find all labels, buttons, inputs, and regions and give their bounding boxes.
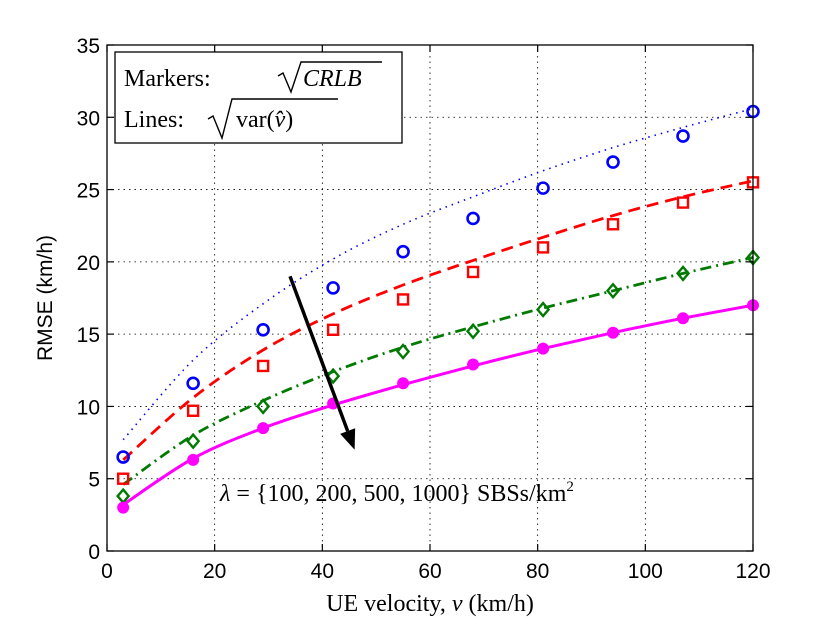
crlb-marker-s4 <box>257 422 270 435</box>
series-curves <box>122 107 753 506</box>
crlb-marker-s3 <box>465 322 481 340</box>
crlb-marker-s1 <box>466 211 480 226</box>
y-tick-label: 25 <box>77 180 100 203</box>
grid-lines <box>107 45 753 551</box>
y-tick-label: 30 <box>77 107 100 130</box>
crlb-marker-s1 <box>116 450 130 464</box>
crlb-marker-s3 <box>256 398 271 415</box>
series-line-2 <box>122 179 753 461</box>
annotation-exponent: 2 <box>566 479 574 495</box>
crlb-marker-s4 <box>187 453 200 466</box>
crlb-marker-s3 <box>535 301 551 318</box>
arrow-shaft <box>288 275 350 432</box>
crlb-marker-s1 <box>186 376 200 391</box>
y-axis-label: RMSE (km/h) <box>34 235 57 361</box>
crlb-marker-s4 <box>117 501 130 514</box>
y-tick-label: 5 <box>88 469 100 492</box>
svg-text:var(v̂): var(v̂) <box>236 107 293 133</box>
crlb-marker-s2 <box>116 472 130 485</box>
crlb-marker-s4 <box>537 342 550 355</box>
y-tick-label: 35 <box>77 35 100 58</box>
arrow-head <box>340 428 356 450</box>
crlb-marker-s1 <box>606 155 620 169</box>
crlb-marker-s1 <box>676 129 690 143</box>
x-tick-label: 100 <box>628 560 663 583</box>
crlb-marker-s2 <box>466 265 480 279</box>
x-tick-label: 60 <box>418 560 441 583</box>
legend-markers-label: Markers: <box>124 66 211 92</box>
x-axis-label-var: v <box>452 591 463 617</box>
crlb-marker-s3 <box>396 343 411 360</box>
legend: Markers: CRLB Lines: var(v̂) <box>114 51 403 144</box>
series-line-3 <box>122 256 753 486</box>
crlb-marker-s4 <box>397 377 410 390</box>
crlb-marker-s3 <box>326 367 341 385</box>
svg-text:Lines:: Lines: <box>124 107 184 133</box>
series-markers <box>116 104 761 514</box>
crlb-marker-s3 <box>605 282 621 300</box>
svg-text:Markers:: Markers: <box>124 66 211 92</box>
x-axis-label-text: UE velocity, <box>326 591 452 617</box>
legend-box <box>114 51 403 144</box>
crlb-marker-s2 <box>256 359 270 373</box>
crlb-marker-s4 <box>607 326 620 339</box>
x-axis-label-unit: (km/h) <box>463 591 534 617</box>
crlb-marker-s2 <box>326 323 340 337</box>
crlb-marker-s2 <box>186 404 200 417</box>
series-line-1 <box>122 107 753 441</box>
x-tick-label: 0 <box>101 560 113 583</box>
annotation-set: = {100, 200, 500, 1000} SBSs/km <box>230 481 566 507</box>
trend-arrow <box>288 275 356 450</box>
x-axis-label: UE velocity, v (km/h) <box>326 591 534 617</box>
crlb-marker-s1 <box>326 281 340 295</box>
y-tick-label: 10 <box>77 396 100 419</box>
crlb-marker-s3 <box>186 432 201 450</box>
crlb-marker-s1 <box>536 181 550 195</box>
series-line-4 <box>122 303 753 506</box>
crlb-marker-s2 <box>676 196 690 209</box>
crlb-marker-s3 <box>675 265 691 282</box>
x-tick-label: 20 <box>203 560 226 583</box>
x-tick-label: 40 <box>311 560 334 583</box>
x-tick-label: 120 <box>735 560 770 583</box>
crlb-marker-s4 <box>677 312 690 325</box>
x-tick-label: 80 <box>526 560 549 583</box>
legend-markers-expr: CRLB <box>303 66 362 92</box>
axis-ticks: 0 20 40 60 80 100 120 0 5 10 15 20 25 30 35 <box>77 35 771 583</box>
legend-sqrt-sign-1 <box>277 61 382 94</box>
y-tick-label: 20 <box>77 252 100 275</box>
crlb-marker-s1 <box>256 323 270 337</box>
lambda-annotation: λ = {100, 200, 500, 1000} SBSs/km2 <box>219 479 574 507</box>
y-tick-label: 15 <box>77 324 100 347</box>
crlb-marker-s2 <box>536 241 550 254</box>
legend-lines-label: Lines: <box>124 107 184 133</box>
legend-lines-expr-close: ) <box>285 107 293 133</box>
legend-lines-expr-var: v̂ <box>275 107 286 133</box>
crlb-marker-s4 <box>467 358 480 371</box>
y-tick-label: 0 <box>88 541 100 564</box>
legend-lines-expr: var( <box>236 107 275 133</box>
crlb-marker-s1 <box>396 244 410 259</box>
crlb-marker-s2 <box>396 293 410 306</box>
annotation-lambda: λ <box>219 481 230 507</box>
legend-sqrt-sign-2 <box>207 98 338 141</box>
crlb-marker-s2 <box>606 218 620 231</box>
